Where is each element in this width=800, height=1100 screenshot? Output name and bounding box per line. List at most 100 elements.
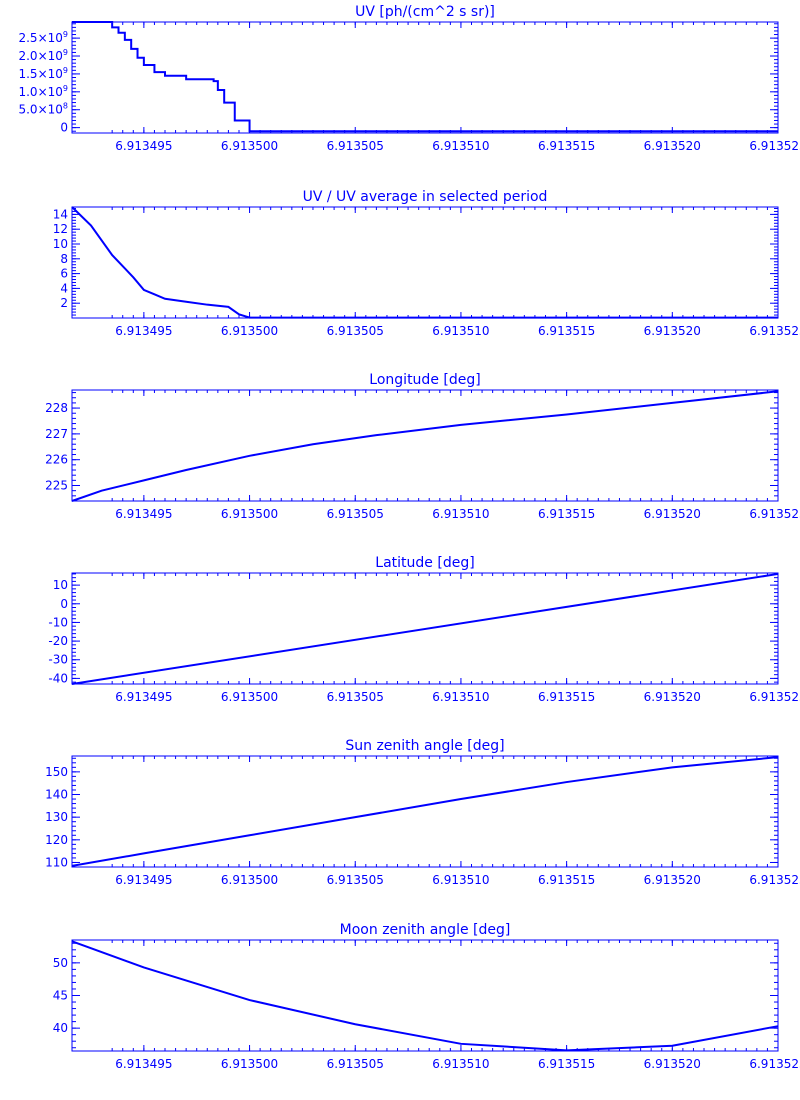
x-tick-label: 6.913495 bbox=[115, 324, 172, 338]
x-tick-label: 6.913515 bbox=[538, 1057, 595, 1071]
y-tick-label: 6 bbox=[60, 267, 68, 281]
chart-title: Moon zenith angle [deg] bbox=[340, 922, 511, 938]
x-tick-label: 6.913505 bbox=[327, 1057, 384, 1071]
x-tick-label: 6.913510 bbox=[432, 690, 489, 704]
y-tick-mantissa: 1.5×10 bbox=[18, 67, 62, 81]
chart-panel-6: Moon zenith angle [deg] 6.913495 6.913500 6… bbox=[53, 922, 800, 1071]
plot-frame bbox=[71, 389, 779, 502]
y-tick-exponent: 9 bbox=[63, 84, 68, 93]
x-tick-label: 6.913510 bbox=[432, 507, 489, 521]
y-tick-label: 5.0×108 bbox=[18, 102, 68, 117]
y-tick-exponent: 9 bbox=[63, 48, 68, 57]
x-tick-label: 6.913520 bbox=[644, 873, 701, 887]
x-tick-label: 6.913505 bbox=[327, 139, 384, 153]
y-tick-label: -30 bbox=[48, 653, 68, 667]
chart-title: UV [ph/(cm^2 s sr)] bbox=[355, 4, 495, 20]
plot-frame bbox=[71, 939, 779, 1052]
x-tick-label: 6.913510 bbox=[432, 324, 489, 338]
y-tick-mantissa: 2.5×10 bbox=[18, 31, 62, 45]
series-line bbox=[71, 390, 779, 502]
chart-panel-4: Latitude [deg] 6.913495 6.913500 6.913505 6.… bbox=[48, 555, 800, 704]
y-tick-mantissa: 1.0×10 bbox=[18, 85, 62, 99]
x-tick-label: 6.913510 bbox=[432, 1057, 489, 1071]
y-tick-label: 2 bbox=[60, 296, 68, 310]
y-tick-label: 10 bbox=[53, 237, 68, 251]
x-tick-label: 6.913520 bbox=[644, 139, 701, 153]
y-tick-label: -40 bbox=[48, 671, 68, 685]
y-tick-mantissa: 5.0×10 bbox=[18, 103, 62, 117]
chart-title: Latitude [deg] bbox=[375, 555, 474, 571]
x-tick-label: 6.913515 bbox=[538, 139, 595, 153]
x-tick-label: 6.913500 bbox=[221, 690, 278, 704]
plot-frame bbox=[71, 755, 779, 868]
x-tick-label: 6.913505 bbox=[327, 873, 384, 887]
x-tick-label: 6.913500 bbox=[221, 873, 278, 887]
series-line bbox=[71, 572, 779, 685]
chart-title: Sun zenith angle [deg] bbox=[345, 738, 504, 754]
series-line bbox=[72, 21, 778, 133]
x-tick-label: 6.913515 bbox=[538, 324, 595, 338]
y-tick-label: 45 bbox=[53, 989, 68, 1003]
x-tick-label: 6.913495 bbox=[115, 139, 172, 153]
chart-panel-2: UV / UV average in selected period 6.9134… bbox=[53, 189, 800, 338]
y-tick-label: 12 bbox=[53, 222, 68, 236]
y-tick-label: 10 bbox=[53, 578, 68, 592]
plot-frame bbox=[71, 21, 779, 134]
plot-frame bbox=[71, 572, 779, 685]
x-tick-label: 6.913510 bbox=[432, 873, 489, 887]
y-tick-label: 8 bbox=[60, 252, 68, 266]
x-tick-label: 6.913520 bbox=[644, 507, 701, 521]
y-tick-label: 1.0×109 bbox=[18, 84, 68, 99]
y-tick-label: 40 bbox=[53, 1021, 68, 1035]
series-line bbox=[71, 756, 779, 867]
y-tick-label: 226 bbox=[45, 453, 68, 467]
x-tick-label: 6.913525 bbox=[749, 507, 800, 521]
x-tick-label: 6.913525 bbox=[749, 690, 800, 704]
y-tick-label: 4 bbox=[60, 281, 68, 295]
chart-title: Longitude [deg] bbox=[369, 372, 480, 388]
x-tick-label: 6.913525 bbox=[749, 139, 800, 153]
y-tick-label: 0 bbox=[60, 597, 68, 611]
x-tick-label: 6.913500 bbox=[221, 507, 278, 521]
x-tick-label: 6.913505 bbox=[327, 324, 384, 338]
x-tick-label: 6.913510 bbox=[432, 139, 489, 153]
y-tick-label: 2.5×109 bbox=[18, 30, 68, 45]
y-tick-label: -10 bbox=[48, 615, 68, 629]
y-tick-exponent: 8 bbox=[63, 102, 68, 111]
x-tick-label: 6.913520 bbox=[644, 1057, 701, 1071]
x-tick-label: 6.913520 bbox=[644, 324, 701, 338]
y-tick-label: 14 bbox=[53, 207, 68, 221]
x-tick-label: 6.913495 bbox=[115, 507, 172, 521]
y-tick-label: 50 bbox=[53, 956, 68, 970]
chart-title: UV / UV average in selected period bbox=[303, 189, 548, 205]
y-tick-exponent: 9 bbox=[63, 30, 68, 39]
x-tick-label: 6.913500 bbox=[221, 139, 278, 153]
x-tick-label: 6.913495 bbox=[115, 1057, 172, 1071]
x-tick-label: 6.913525 bbox=[749, 1057, 800, 1071]
y-tick-label: 130 bbox=[45, 810, 68, 824]
y-tick-label: -20 bbox=[48, 634, 68, 648]
x-tick-label: 6.913505 bbox=[327, 507, 384, 521]
y-tick-label: 1.5×109 bbox=[18, 66, 68, 81]
x-tick-label: 6.913515 bbox=[538, 873, 595, 887]
series-line bbox=[71, 206, 778, 319]
x-tick-label: 6.913525 bbox=[749, 324, 800, 338]
y-tick-label: 0 bbox=[60, 121, 68, 135]
x-tick-label: 6.913515 bbox=[538, 507, 595, 521]
y-tick-label: 228 bbox=[45, 401, 68, 415]
y-tick-label: 225 bbox=[45, 479, 68, 493]
y-tick-label: 120 bbox=[45, 833, 68, 847]
y-tick-mantissa: 0 bbox=[60, 121, 68, 135]
series-line bbox=[71, 940, 779, 1052]
y-tick-label: 2.0×109 bbox=[18, 48, 68, 63]
y-tick-label: 227 bbox=[45, 427, 68, 441]
y-tick-mantissa: 2.0×10 bbox=[18, 49, 62, 63]
y-tick-label: 140 bbox=[45, 788, 68, 802]
y-tick-exponent: 9 bbox=[63, 66, 68, 75]
x-tick-label: 6.913500 bbox=[221, 1057, 278, 1071]
x-tick-label: 6.913495 bbox=[115, 873, 172, 887]
chart-panel-5: Sun zenith angle [deg] 6.913495 6.913500 6.… bbox=[45, 738, 800, 887]
chart-panel-3: Longitude [deg] 6.913495 6.913500 6.913505 6… bbox=[45, 372, 800, 521]
x-tick-label: 6.913500 bbox=[221, 324, 278, 338]
